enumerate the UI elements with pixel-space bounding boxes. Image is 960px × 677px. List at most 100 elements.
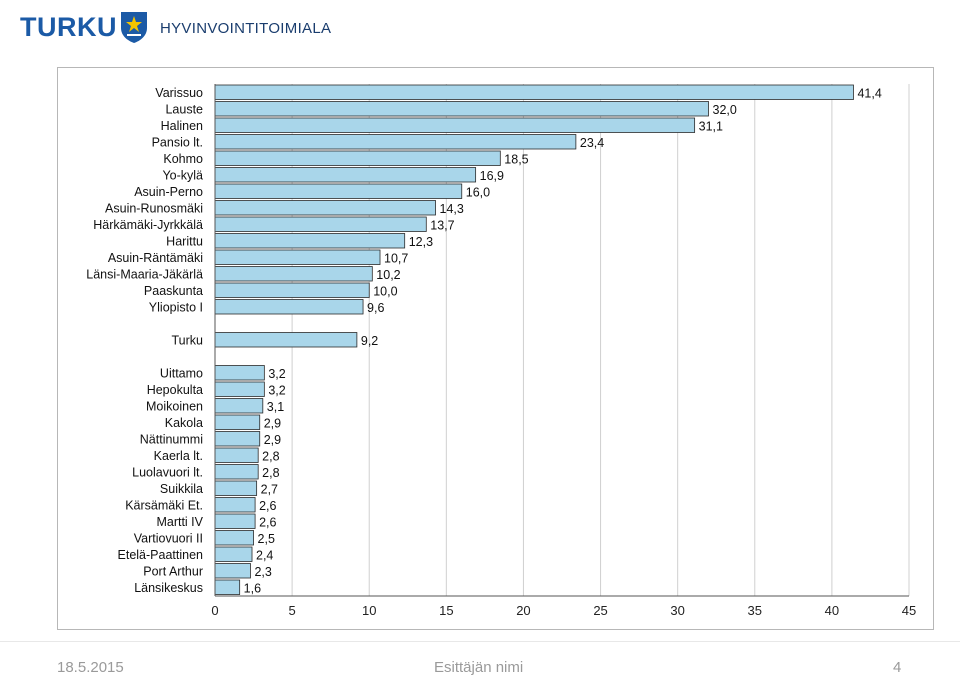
category-label: Kaerla lt. (154, 449, 203, 463)
category-label: Hepokulta (147, 383, 203, 397)
footer-divider (0, 641, 960, 642)
data-label: 2,7 (261, 482, 278, 496)
category-label: Varissuo (155, 86, 203, 100)
data-label: 2,6 (259, 515, 276, 529)
bar (214, 266, 373, 282)
data-label: 3,1 (267, 400, 284, 414)
bar (214, 282, 370, 298)
x-tick-label: 25 (593, 603, 607, 618)
data-label: 10,7 (384, 251, 408, 265)
data-label: 32,0 (713, 103, 737, 117)
turku-coat-of-arms-icon (121, 12, 147, 43)
category-label: Paaskunta (144, 284, 203, 298)
data-label: 2,9 (264, 433, 281, 447)
data-label: 10,2 (376, 268, 400, 282)
x-tick-label: 30 (670, 603, 684, 618)
category-label: Luolavuori lt. (132, 465, 203, 479)
data-label: 2,8 (262, 466, 279, 480)
bar (214, 134, 577, 150)
bar (214, 546, 253, 562)
data-label: 23,4 (580, 136, 604, 150)
bar (214, 150, 501, 166)
x-tick-label: 35 (748, 603, 762, 618)
chart-frame: 0 5 10 15 20 25 30 35 40 45 Varissuo 41,4 Lauste 32,0… (57, 67, 934, 630)
x-tick-label: 40 (825, 603, 839, 618)
bar (214, 183, 463, 199)
x-tick-label: 10 (362, 603, 376, 618)
header: TURKU HYVINVOINTITOIMIALA (0, 0, 960, 60)
category-label: Turku (172, 333, 204, 347)
x-tick-label: 20 (516, 603, 530, 618)
category-label: Asuin-Perno (134, 185, 203, 199)
data-label: 2,5 (258, 532, 275, 546)
bar (214, 101, 709, 117)
bar (214, 167, 477, 183)
category-label: Härkämäki-Jyrkkälä (93, 218, 203, 232)
category-label: Kärsämäki Et. (125, 498, 203, 512)
x-tick-label: 45 (902, 603, 916, 618)
category-label: Port Arthur (143, 564, 203, 578)
category-label: Nättinummi (140, 432, 203, 446)
bar (214, 513, 256, 529)
category-label: Kohmo (163, 152, 203, 166)
bar (214, 530, 254, 546)
bar (214, 84, 854, 100)
department-name: HYVINVOINTITOIMIALA (160, 20, 332, 37)
bar (214, 480, 258, 496)
category-label: Pansio lt. (152, 135, 203, 149)
category-label: Länsikeskus (134, 581, 203, 595)
bar (214, 579, 241, 595)
bar (214, 398, 264, 414)
category-label: Halinen (161, 119, 203, 133)
x-tick-label: 5 (288, 603, 295, 618)
bar (214, 381, 265, 397)
x-tick-label: 15 (439, 603, 453, 618)
data-label: 18,5 (504, 152, 528, 166)
bar (214, 216, 427, 232)
data-label: 2,8 (262, 449, 279, 463)
bar (214, 447, 259, 463)
category-label: Asuin-Räntämäki (108, 251, 203, 265)
data-label: 10,0 (373, 284, 397, 298)
category-label: Kakola (165, 416, 203, 430)
bar (214, 365, 265, 381)
data-label: 2,4 (256, 548, 273, 562)
category-label: Uittamo (160, 366, 203, 380)
category-label: Lauste (165, 102, 203, 116)
data-label: 9,2 (361, 334, 378, 348)
category-label: Etelä-Paattinen (118, 548, 204, 562)
data-label: 14,3 (440, 202, 464, 216)
bar-chart: 0 5 10 15 20 25 30 35 40 45 Varissuo 41,4 Lauste 32,0… (86, 84, 916, 618)
data-label: 9,6 (367, 301, 384, 315)
category-label: Yliopisto I (149, 300, 203, 314)
footer-page-number: 4 (893, 659, 902, 676)
data-label: 3,2 (268, 367, 285, 381)
bar (214, 249, 381, 265)
data-label: 16,9 (480, 169, 504, 183)
bar (214, 563, 251, 579)
brand-logo-text: TURKU (20, 12, 117, 42)
category-label: Yo-kylä (162, 168, 203, 182)
bar (214, 200, 436, 216)
category-label: Länsi-Maaria-Jäkärlä (86, 267, 203, 281)
data-label: 2,9 (264, 416, 281, 430)
category-label: Martti IV (156, 515, 203, 529)
bar (214, 431, 261, 447)
x-tick-label: 0 (211, 603, 218, 618)
data-label: 2,3 (254, 565, 271, 579)
category-label: Harittu (166, 234, 203, 248)
data-label: 31,1 (699, 119, 723, 133)
category-label: Suikkila (160, 482, 203, 496)
footer-date: 18.5.2015 (57, 659, 124, 676)
category-label: Vartiovuori II (134, 531, 203, 545)
data-label: 16,0 (466, 185, 490, 199)
bar (214, 464, 259, 480)
bar (214, 414, 261, 430)
bar (214, 299, 364, 315)
bar (214, 117, 696, 133)
bar (214, 233, 406, 249)
bar (214, 497, 256, 513)
data-label: 3,2 (268, 383, 285, 397)
bar (214, 332, 358, 348)
category-label: Moikoinen (146, 399, 203, 413)
